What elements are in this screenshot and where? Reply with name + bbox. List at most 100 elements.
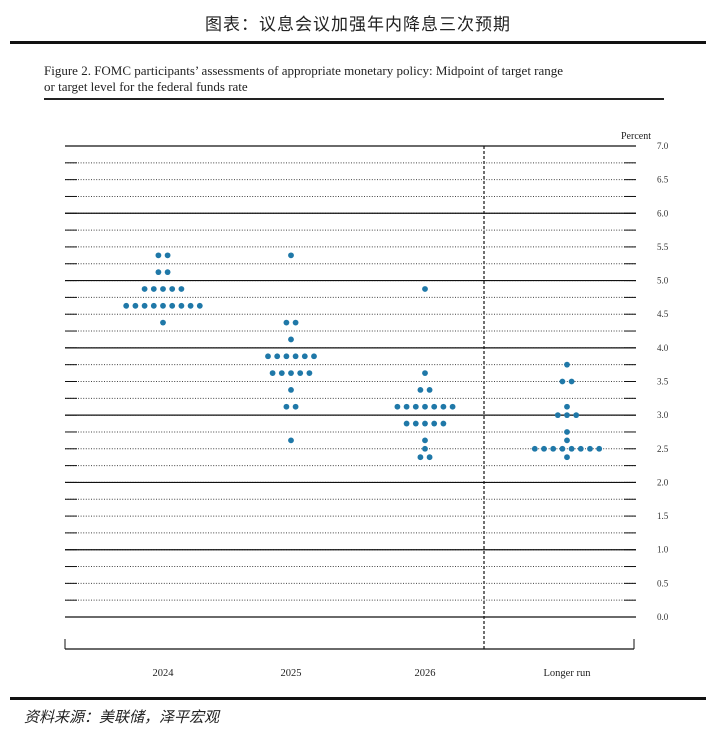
dot-point	[449, 403, 456, 410]
dot-point	[288, 252, 294, 259]
dot-point	[132, 302, 139, 309]
y-tick-label: 6.5	[657, 175, 669, 185]
dot-point	[169, 286, 176, 292]
y-tick-label: 2.5	[657, 444, 669, 454]
dot-point	[564, 454, 570, 461]
y-tick-label: 1.5	[657, 511, 669, 521]
dot-point	[403, 403, 410, 410]
y-tick-label: 6.0	[657, 208, 669, 218]
dot-point	[422, 420, 428, 427]
figure-caption: Figure 2. FOMC participants’ assessments…	[44, 63, 674, 95]
dot-point	[311, 353, 317, 360]
dot-point	[274, 353, 281, 360]
dot-point	[531, 445, 538, 452]
caption-rule	[44, 98, 664, 100]
dot-point	[288, 336, 294, 343]
dot-point	[283, 353, 290, 360]
dot-point	[301, 353, 308, 360]
dot-point	[288, 387, 294, 393]
dot-point	[403, 420, 410, 427]
dot-point	[568, 445, 575, 452]
y-tick-label: 4.5	[657, 309, 669, 319]
x-tick-label: 2026	[415, 668, 436, 679]
y-tick-label: 5.0	[657, 276, 669, 286]
dot-point	[288, 370, 294, 376]
grid-layer	[65, 145, 636, 618]
top-rule	[10, 41, 706, 44]
dot-point	[550, 445, 557, 452]
dot-point	[292, 403, 299, 410]
dot-point	[596, 445, 603, 452]
dot-point	[426, 454, 433, 461]
banner-title: 图表：议息会议加强年内降息三次预期	[205, 15, 511, 35]
dot-point	[160, 302, 166, 309]
dot-point	[564, 403, 570, 410]
dot-point	[426, 387, 433, 393]
dot-point	[568, 378, 575, 385]
x-tick-label: 2024	[153, 668, 175, 679]
x-tick-labels: 2024 2025 2026 Longer run	[153, 668, 592, 679]
y-tick-label: 2.0	[657, 477, 669, 487]
bottom-rule	[10, 697, 706, 700]
dot-point	[288, 437, 294, 444]
dot-point	[431, 420, 438, 427]
dot-point	[164, 269, 171, 276]
dot-point	[422, 437, 428, 444]
dot-point	[394, 403, 401, 410]
x-axis	[64, 639, 635, 650]
dot-point	[265, 353, 271, 360]
y-tick-label: 3.0	[657, 410, 669, 420]
dot-point	[160, 319, 166, 326]
dot-point	[306, 370, 313, 376]
dot-point	[573, 412, 580, 419]
dot-point	[164, 252, 171, 259]
dot-point	[283, 319, 290, 326]
dot-point	[541, 445, 547, 452]
dot-point	[269, 370, 276, 376]
y-tick-label: 5.5	[657, 242, 669, 252]
dot-point	[431, 403, 438, 410]
y-tick-label: 0.0	[657, 612, 669, 622]
dot-point	[440, 420, 447, 427]
dots-layer	[123, 252, 603, 461]
dot-point	[292, 353, 299, 360]
dot-point	[577, 445, 584, 452]
dot-point	[196, 302, 203, 309]
x-tick-label: Longer run	[544, 668, 592, 679]
dot-point	[155, 252, 162, 259]
dot-point	[564, 361, 570, 368]
dot-point	[564, 412, 570, 419]
y-tick-label: 0.5	[657, 578, 669, 588]
dot-point	[422, 286, 428, 292]
dot-point	[422, 445, 428, 452]
dot-point	[564, 429, 570, 435]
y-tick-label: 7.0	[657, 141, 669, 151]
figure-caption-line-1: Figure 2. FOMC participants’ assessments…	[44, 63, 564, 78]
dot-point	[422, 370, 428, 376]
y-axis-label: Percent	[621, 131, 651, 142]
y-tick-label: 4.0	[657, 343, 669, 353]
dot-point	[559, 445, 566, 452]
dot-plot-chart: 0.0 0.5 1.0 1.5 2.0 2.5 3.0 3.5 4.0 4.5 5.0 5.5 6.0 6…	[64, 131, 669, 679]
dot-point	[297, 370, 304, 376]
dot-point	[150, 286, 157, 292]
dot-point	[187, 302, 194, 309]
dot-point	[417, 454, 424, 461]
dot-point	[169, 302, 176, 309]
dot-point	[440, 403, 447, 410]
y-tick-label: 1.0	[657, 545, 669, 555]
dot-point	[178, 302, 185, 309]
figure-caption-line-2: or target level for the federal funds ra…	[44, 79, 248, 94]
dot-point	[564, 437, 570, 444]
dot-point	[141, 286, 148, 292]
dot-point	[587, 445, 593, 452]
dot-point	[141, 302, 148, 309]
dot-point	[178, 286, 185, 292]
dot-point	[123, 302, 130, 309]
dot-point	[150, 302, 157, 309]
dot-point	[412, 403, 419, 410]
dot-point	[559, 378, 566, 385]
dot-point	[160, 286, 166, 292]
source-note: 资料来源：美联储，泽平宏观	[24, 708, 220, 726]
dot-point	[292, 319, 299, 326]
